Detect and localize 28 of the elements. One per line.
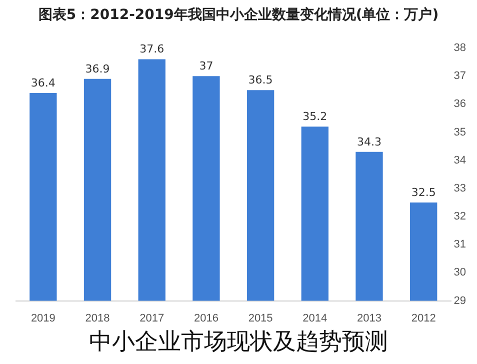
- data-label: 36.4: [30, 76, 56, 90]
- x-tick-label: 2016: [194, 312, 218, 324]
- x-tick-label: 2018: [85, 312, 110, 324]
- data-label: 37: [199, 59, 214, 72]
- y-tick-label: 33: [454, 182, 466, 194]
- x-tick-label: 2014: [302, 312, 328, 324]
- y-tick-label: 37: [454, 70, 466, 82]
- y-tick-label: 36: [454, 98, 466, 110]
- chart-title: 图表5：2012-2019年我国中小企业数量变化情况(单位：万户): [37, 6, 440, 24]
- y-tick-label: 29: [454, 294, 466, 307]
- y-tick-label: 38: [454, 42, 466, 54]
- data-label: 36.9: [85, 62, 110, 76]
- data-label: 35.2: [302, 110, 328, 124]
- data-label: 37.6: [140, 42, 164, 56]
- y-tick-label: 32: [454, 210, 466, 223]
- y-tick-label: 31: [454, 238, 466, 251]
- x-tick-label: 2019: [30, 312, 56, 324]
- data-label: 34.3: [356, 135, 382, 148]
- text: 中小企业市场现状及趋势预测: [88, 328, 389, 357]
- y-tick-label: 30: [454, 266, 466, 279]
- y-tick-label: 35: [454, 126, 466, 138]
- data-label: 36.5: [248, 73, 273, 86]
- x-tick-label: 2017: [140, 312, 164, 324]
- x-tick-label: 2015: [248, 312, 273, 324]
- y-tick-label: 34: [454, 154, 466, 166]
- x-tick-label: 2013: [357, 312, 382, 324]
- x-tick-label: 2012: [411, 312, 436, 324]
- data-label: 32.5: [411, 186, 436, 199]
